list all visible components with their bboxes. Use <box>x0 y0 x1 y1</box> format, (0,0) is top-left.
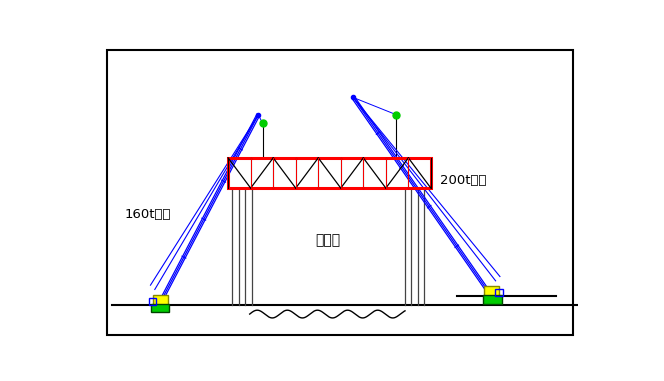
Bar <box>483 295 502 304</box>
Text: 随塘河: 随塘河 <box>315 233 340 247</box>
Text: 160t吊车: 160t吊车 <box>125 208 171 221</box>
Bar <box>495 290 503 296</box>
Bar <box>151 304 169 312</box>
Bar <box>483 287 499 296</box>
Bar <box>149 298 155 304</box>
Bar <box>228 158 431 188</box>
Text: 200t吊车: 200t吊车 <box>440 174 486 187</box>
Bar <box>153 295 168 304</box>
